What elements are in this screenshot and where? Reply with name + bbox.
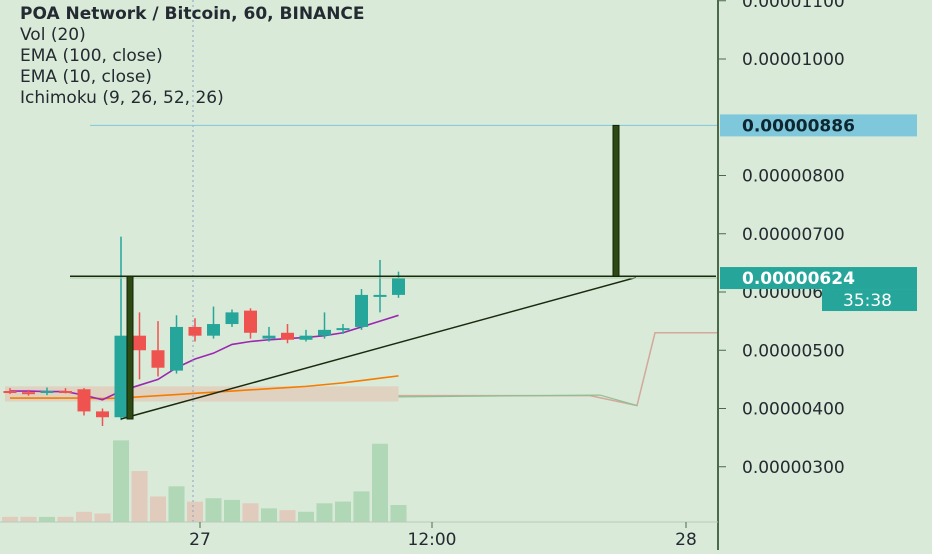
- volume-bar: [187, 501, 203, 522]
- candle-body: [59, 391, 72, 394]
- candle-body: [3, 391, 17, 394]
- ema100-line: [10, 375, 399, 400]
- volume-bar: [150, 496, 166, 522]
- volume-bar: [76, 511, 92, 522]
- ichimoku-cloud: [5, 386, 399, 402]
- candle-body: [77, 389, 91, 412]
- volume-bar: [57, 516, 74, 522]
- volume-bar: [390, 505, 407, 522]
- ichimoku-lagging-line: [398, 394, 638, 407]
- countdown-label: 35:38: [843, 291, 892, 311]
- candle-body: [188, 326, 202, 336]
- target-measure-bar: [612, 124, 620, 277]
- volume-bar: [316, 503, 333, 522]
- volume-bar: [39, 516, 55, 522]
- candle-body: [299, 335, 313, 340]
- legend-title: POA Network / Bitcoin, 60, BINANCE: [20, 4, 365, 24]
- candle-body: [373, 294, 387, 297]
- candle-body: [22, 392, 35, 395]
- candle-body: [336, 328, 350, 331]
- legend-ichimoku: Ichimoku (9, 26, 52, 26): [20, 88, 224, 108]
- candle-body: [40, 391, 54, 394]
- candle-body: [244, 310, 257, 333]
- volume-bar: [113, 440, 129, 522]
- candle-body: [392, 278, 405, 295]
- ascending-trendline: [120, 276, 637, 420]
- volume-bar: [279, 510, 296, 522]
- volume-bar: [353, 491, 370, 522]
- flagpole-measure-bar: [126, 275, 134, 420]
- price-tick-label: 0.00000700: [742, 225, 845, 245]
- candle-body: [262, 335, 276, 339]
- legend-ema100: EMA (100, close): [20, 46, 163, 66]
- price-tick-label: 0.00000500: [742, 341, 845, 361]
- candle-body: [96, 411, 109, 418]
- candle-body: [170, 326, 183, 371]
- price-tick-label: 0.00000300: [742, 458, 845, 478]
- candle-body: [133, 335, 146, 351]
- volume-bar: [168, 486, 185, 522]
- countdown-tag: [822, 289, 917, 312]
- volume-bar: [131, 471, 148, 522]
- target-price-tag-label: 0.00000886: [742, 116, 855, 136]
- candle-body: [318, 329, 331, 336]
- volume-bar: [2, 516, 18, 522]
- volume-bar: [94, 513, 111, 522]
- price-tick-label: 0.00001100: [742, 0, 845, 12]
- last-price-tag: [720, 267, 917, 290]
- candle-body: [355, 294, 368, 327]
- price-tick-label: 0.00000400: [742, 400, 845, 420]
- time-tick-label: 27: [189, 530, 211, 550]
- legend-ema10: EMA (10, close): [20, 67, 152, 87]
- candle-body: [151, 350, 165, 368]
- ichimoku-span-line: [398, 332, 718, 407]
- volume-bar: [224, 499, 240, 522]
- volume-bar: [298, 511, 314, 522]
- candle-body: [114, 335, 128, 418]
- candle-body: [225, 312, 239, 325]
- last-price-tag-label: 0.00000624: [742, 269, 855, 289]
- volume-bar: [20, 516, 37, 522]
- ema10-line: [10, 314, 399, 401]
- volume-bar: [205, 498, 222, 522]
- price-tick-label: 0.00001000: [742, 50, 845, 70]
- time-tick-label: 12:00: [408, 530, 457, 550]
- time-tick-label: 28: [675, 530, 697, 550]
- volume-bar: [261, 508, 277, 522]
- volume-bar: [372, 443, 388, 522]
- volume-bar: [335, 501, 351, 522]
- candle-body: [207, 324, 220, 336]
- target-price-tag: [720, 114, 917, 137]
- legend-volume: Vol (20): [20, 25, 86, 45]
- volume-bar: [242, 503, 259, 522]
- price-tick-label: 0.00000800: [742, 167, 845, 187]
- candle-body: [281, 332, 294, 340]
- chart-legend: POA Network / Bitcoin, 60, BINANCE Vol (…: [20, 4, 365, 109]
